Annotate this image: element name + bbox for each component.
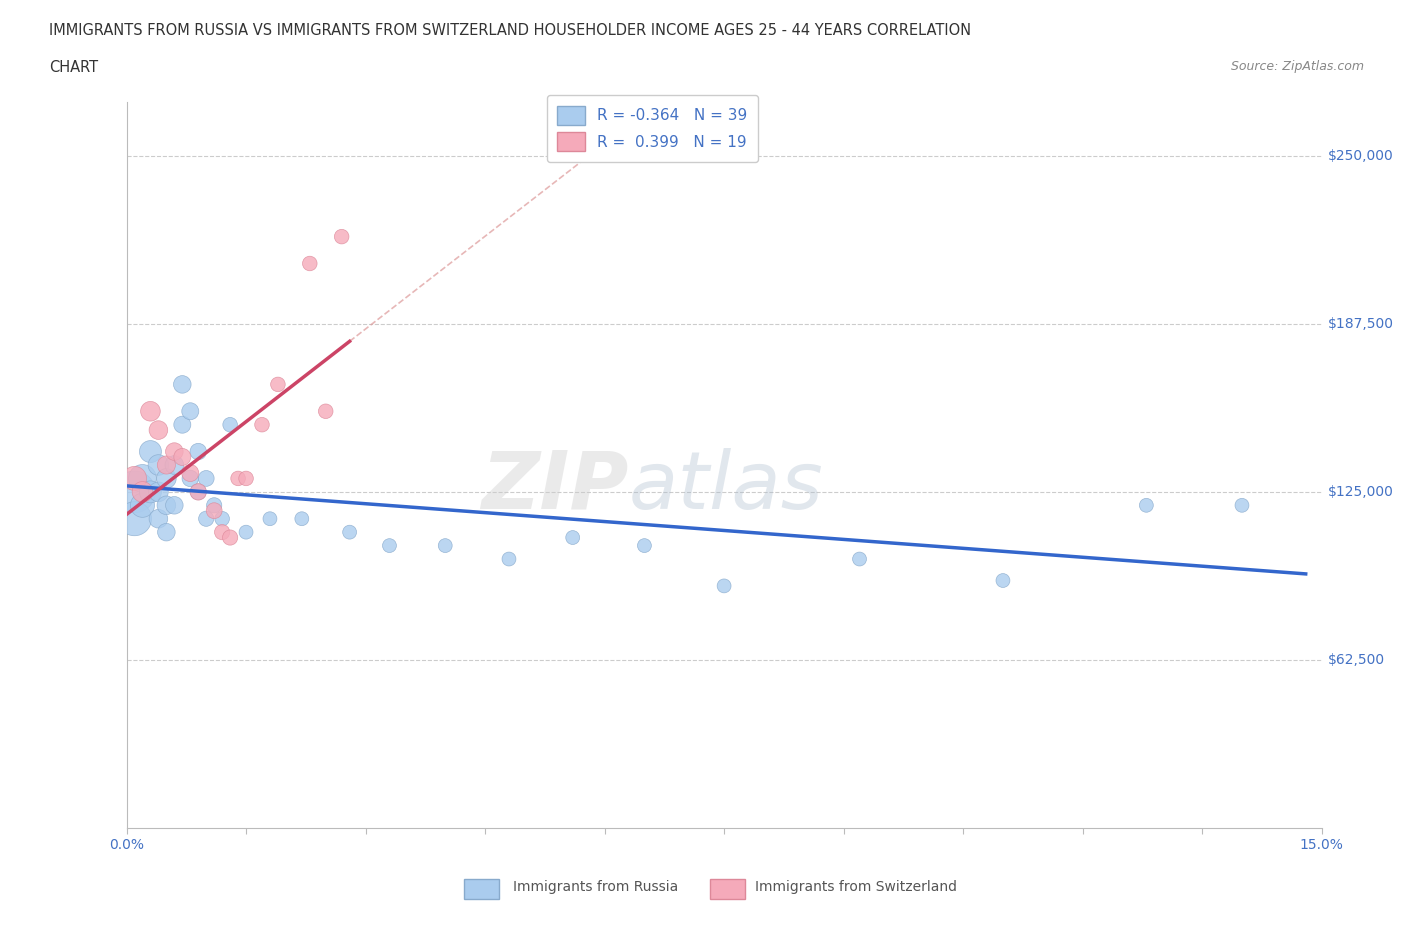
Point (163, 458, 186, 472)
Point (298, 256, 321, 271)
Text: Immigrants from Switzerland: Immigrants from Switzerland (755, 880, 957, 895)
Text: $250,000: $250,000 (1327, 149, 1393, 163)
Point (148, 422, 170, 437)
Point (148, 485, 170, 499)
Point (179, 466, 201, 481)
Point (124, 471, 146, 485)
Point (195, 471, 218, 485)
Point (561, 530, 583, 545)
Text: CHART: CHART (49, 60, 98, 75)
Text: $125,000: $125,000 (1327, 485, 1393, 498)
Point (235, 525, 257, 539)
Point (434, 538, 457, 553)
Point (172, 418, 194, 432)
Point (155, 471, 177, 485)
Point (235, 471, 257, 485)
Point (202, 498, 225, 512)
Point (163, 498, 186, 512)
Point (124, 485, 146, 499)
Point (139, 404, 162, 418)
Point (172, 377, 194, 392)
Text: atlas: atlas (628, 447, 824, 525)
Point (291, 512, 314, 526)
Point (211, 525, 233, 539)
Point (211, 512, 233, 526)
Point (187, 485, 209, 499)
Point (378, 538, 401, 553)
Point (498, 551, 520, 566)
Text: $187,500: $187,500 (1327, 317, 1393, 331)
Point (259, 512, 281, 526)
Point (991, 573, 1014, 588)
Point (148, 512, 170, 526)
Point (250, 418, 273, 432)
Point (1230, 498, 1253, 512)
Point (267, 377, 290, 392)
Point (219, 418, 242, 432)
Legend: R = -0.364   N = 39, R =  0.399   N = 19: R = -0.364 N = 39, R = 0.399 N = 19 (547, 96, 758, 162)
Point (202, 503, 225, 518)
Point (155, 458, 177, 472)
Point (330, 229, 353, 244)
Point (226, 471, 249, 485)
Point (1135, 498, 1157, 512)
Point (131, 485, 153, 499)
Point (219, 530, 242, 545)
Point (139, 445, 162, 459)
Point (124, 512, 146, 526)
Text: $62,500: $62,500 (1327, 653, 1385, 667)
Text: ZIP: ZIP (481, 447, 628, 525)
Text: IMMIGRANTS FROM RUSSIA VS IMMIGRANTS FROM SWITZERLAND HOUSEHOLDER INCOME AGES 25: IMMIGRANTS FROM RUSSIA VS IMMIGRANTS FRO… (49, 23, 972, 38)
Point (195, 512, 218, 526)
Point (315, 404, 337, 418)
Point (131, 498, 153, 512)
Text: Source: ZipAtlas.com: Source: ZipAtlas.com (1230, 60, 1364, 73)
Text: Immigrants from Russia: Immigrants from Russia (513, 880, 679, 895)
Point (848, 551, 870, 566)
Point (163, 445, 186, 459)
Point (187, 485, 209, 499)
Point (131, 471, 153, 485)
Point (148, 458, 170, 472)
Point (713, 578, 735, 593)
Point (633, 538, 655, 553)
Point (139, 485, 162, 499)
Point (155, 498, 177, 512)
Point (187, 445, 209, 459)
Point (155, 525, 177, 539)
Point (172, 449, 194, 464)
Point (179, 404, 201, 418)
Point (179, 471, 201, 485)
Point (339, 525, 361, 539)
